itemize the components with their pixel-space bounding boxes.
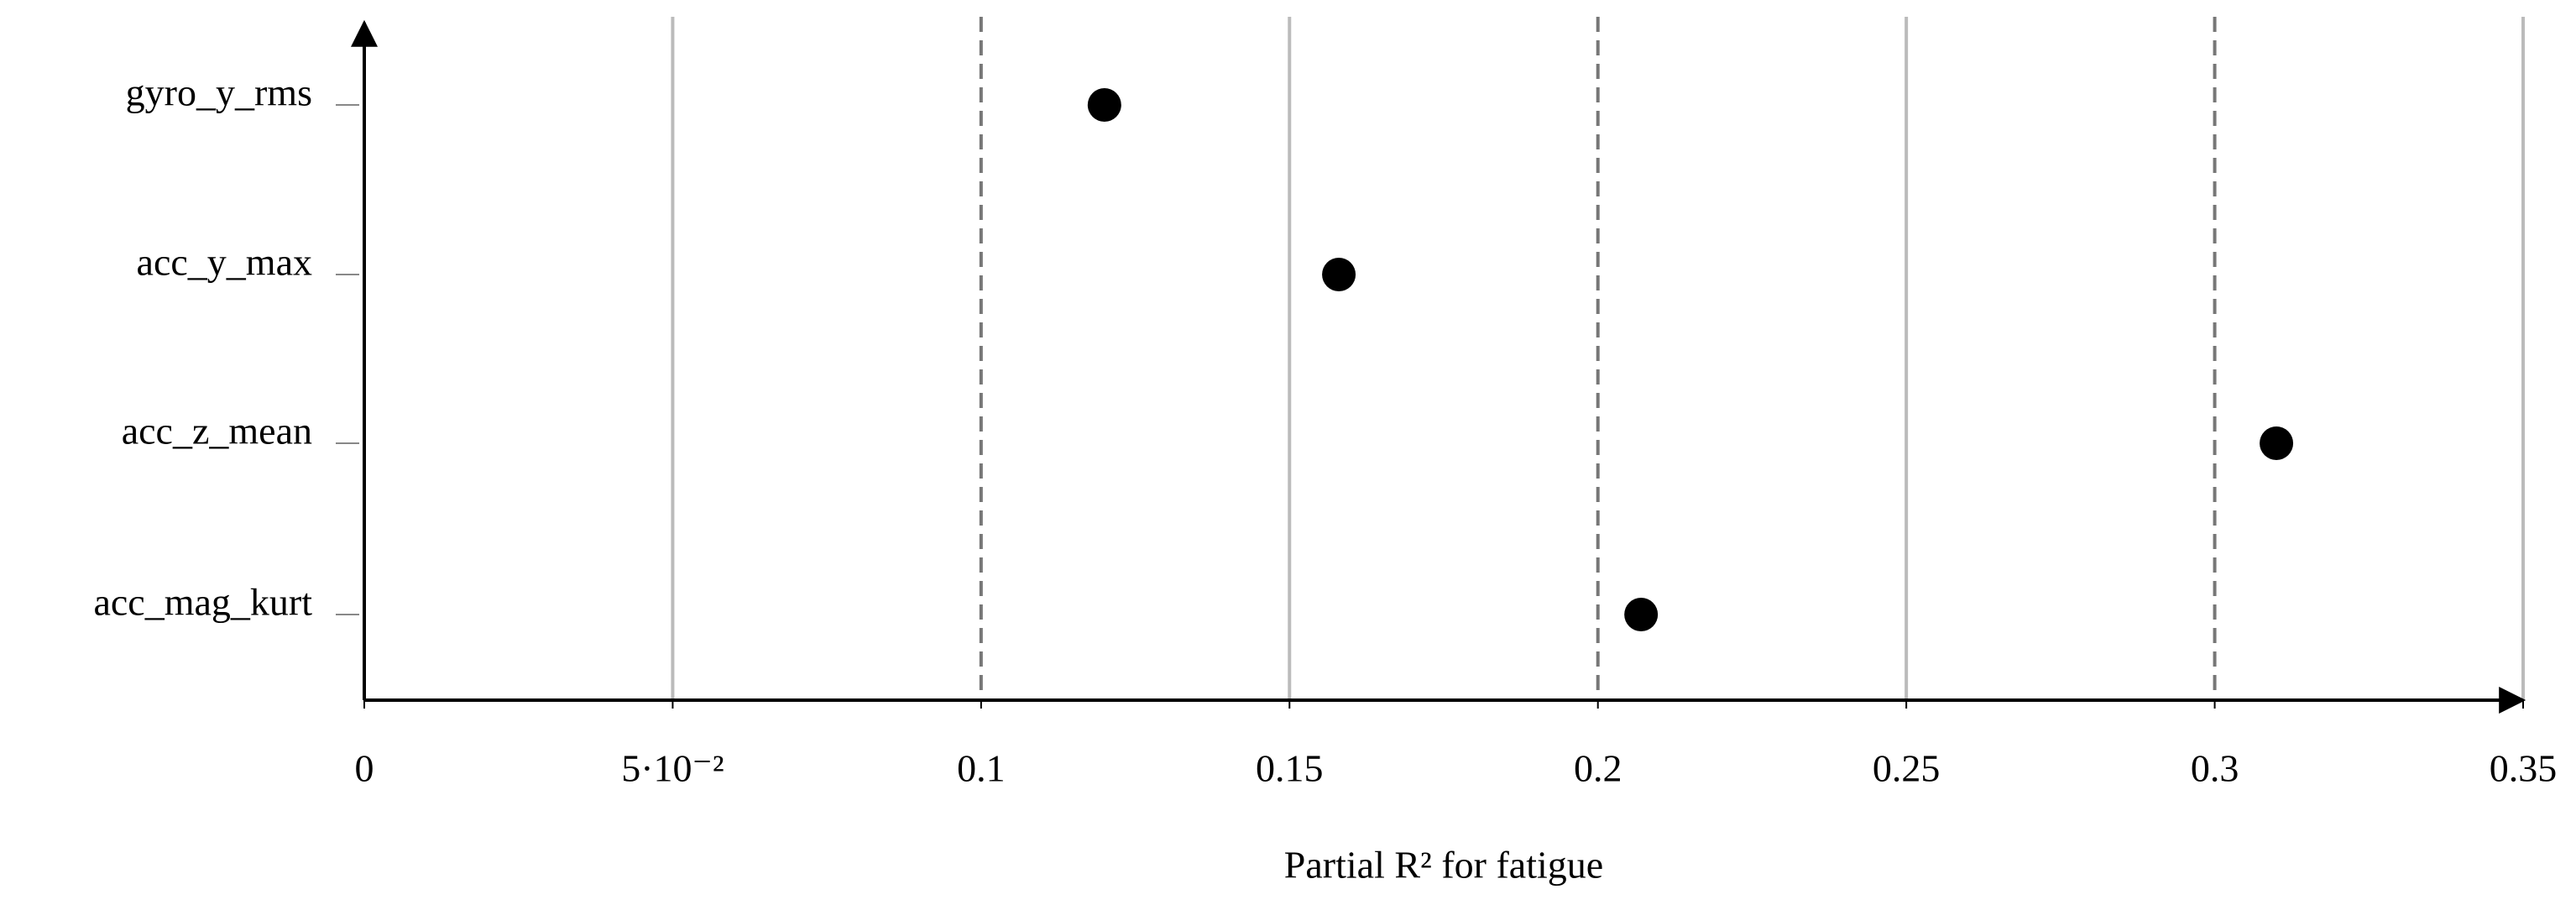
y-tick-label: acc_z_mean — [122, 410, 312, 452]
x-tick-label: 0 — [355, 747, 374, 790]
x-tick-label: 0.1 — [957, 747, 1006, 790]
y-tick-label: acc_y_max — [137, 241, 312, 284]
x-tick-label: 0.25 — [1873, 747, 1941, 790]
y-tick-label: gyro_y_rms — [126, 71, 312, 114]
x-tick-label: 5·10⁻² — [621, 747, 724, 790]
x-axis-label: Partial R² for fatigue — [1284, 844, 1603, 887]
grid — [671, 17, 2525, 700]
x-tick-label: 0.3 — [2191, 747, 2239, 790]
x-tick-label: 0.2 — [1574, 747, 1622, 790]
y-tick-label: acc_mag_kurt — [93, 581, 312, 624]
dot — [2260, 426, 2294, 460]
dot — [1322, 258, 1356, 291]
dot — [1624, 598, 1659, 631]
dot — [1087, 88, 1121, 122]
x-tick-label: 0.15 — [1256, 747, 1324, 790]
x-tick-label: 0.35 — [2490, 747, 2558, 790]
